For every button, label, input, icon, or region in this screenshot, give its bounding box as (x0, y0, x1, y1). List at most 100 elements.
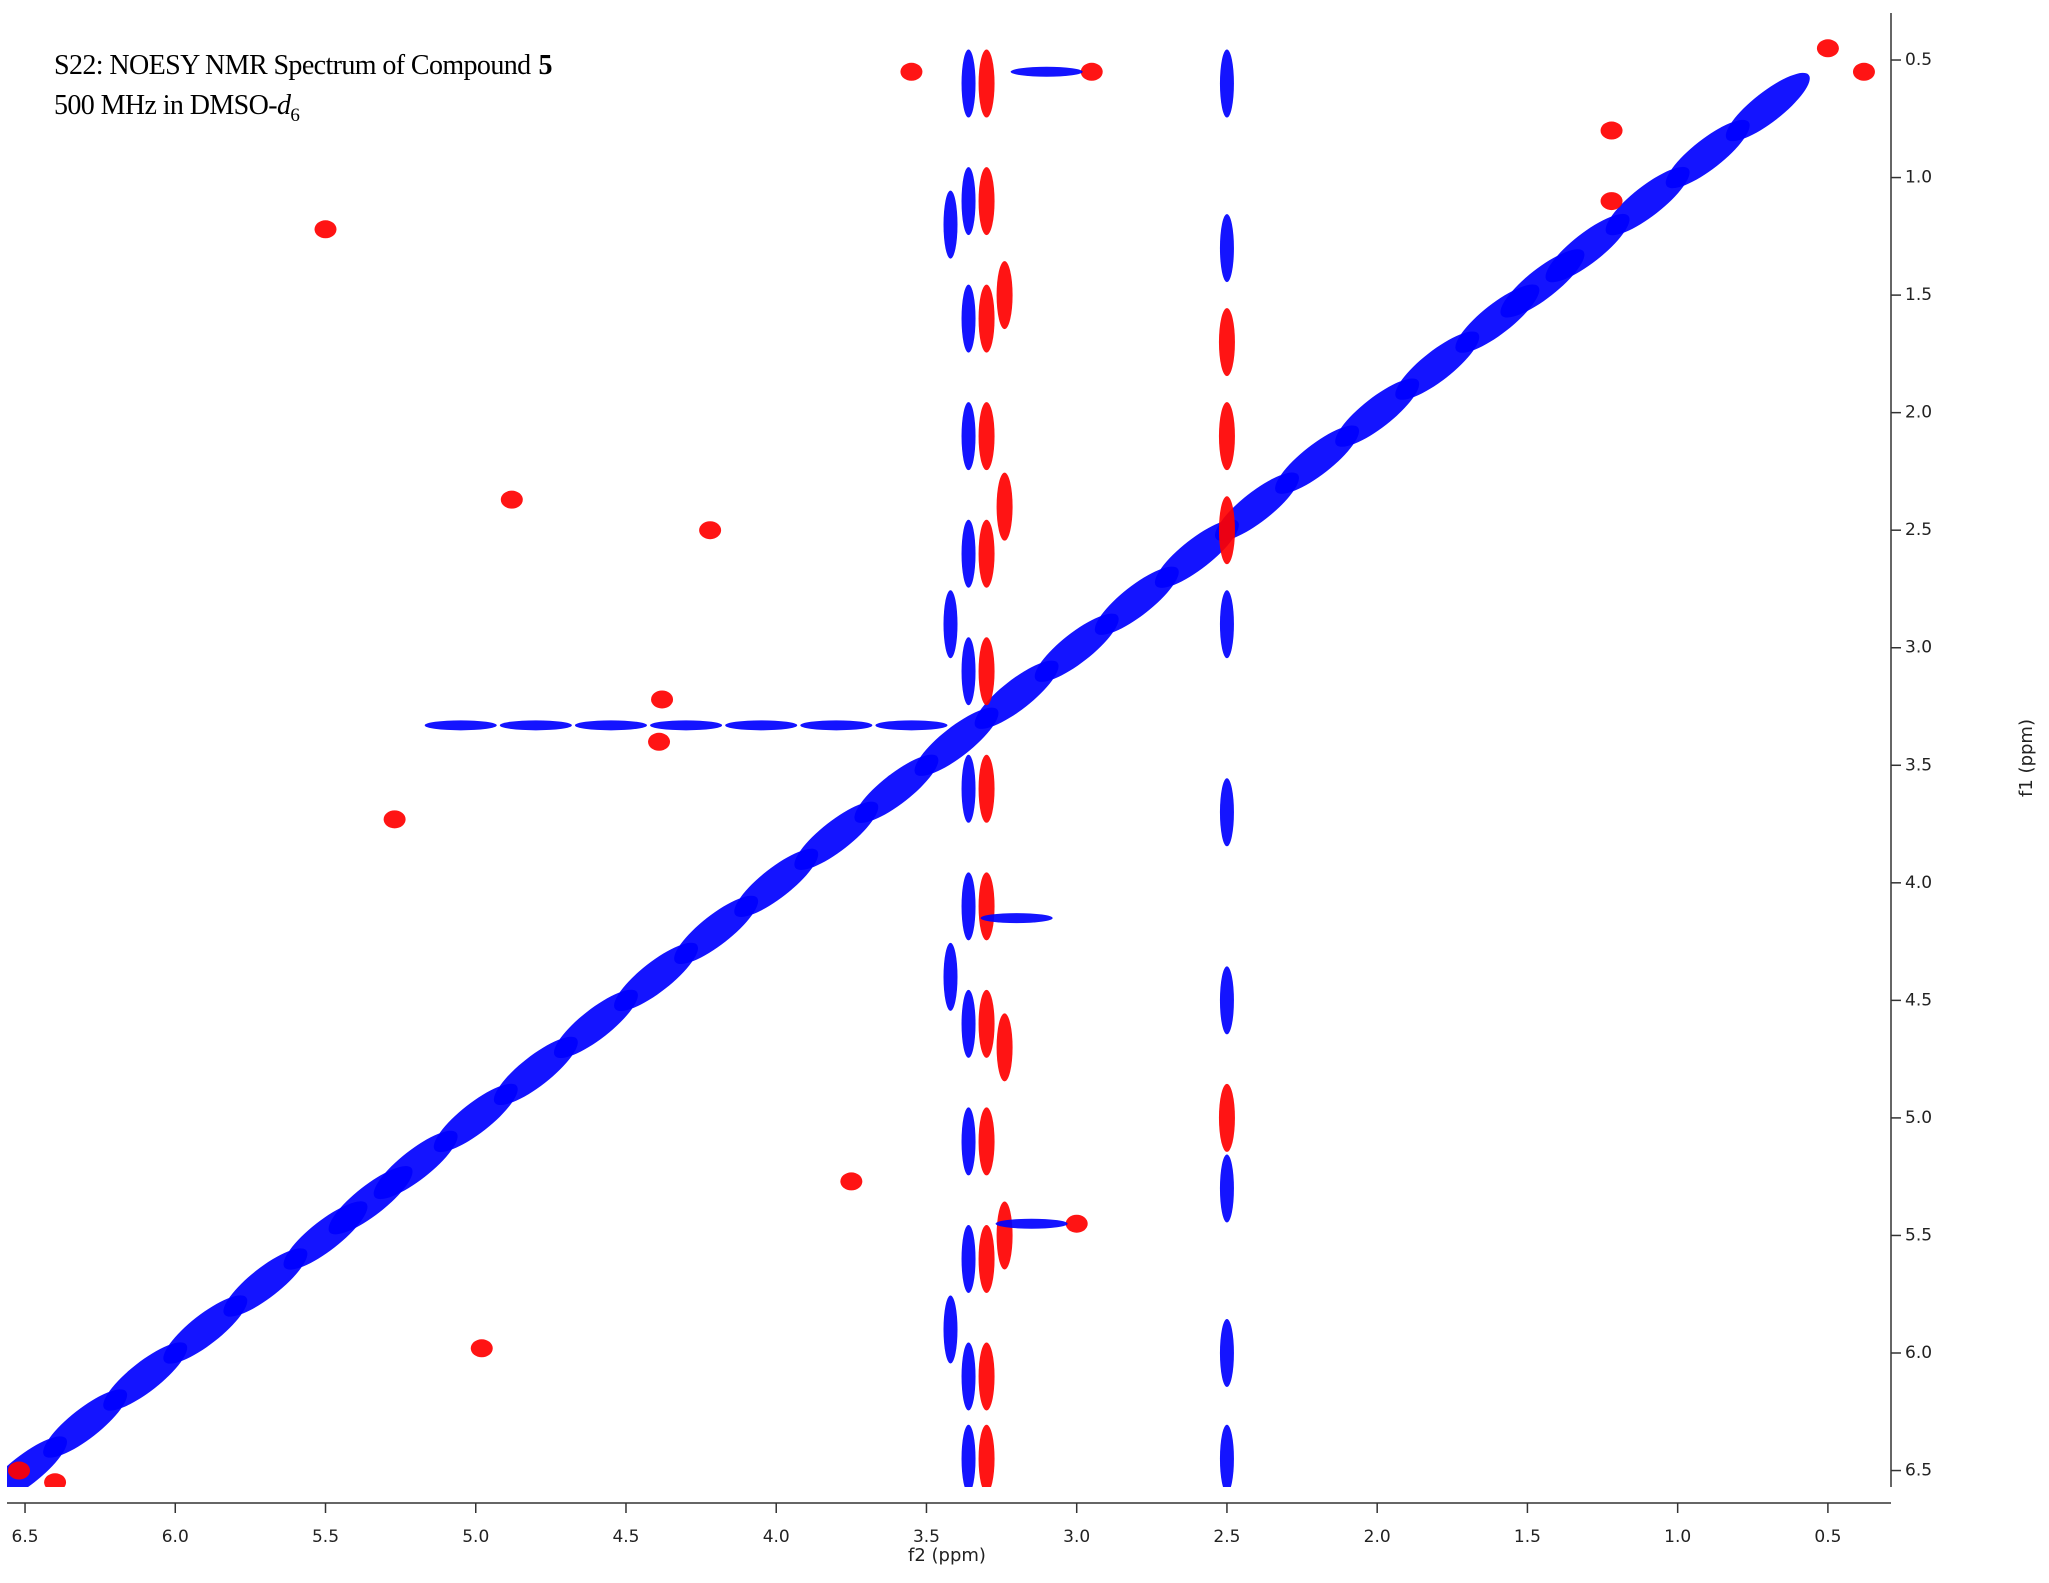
y-tick-label: 3.5 (1905, 755, 1932, 775)
peak (500, 490, 523, 509)
peak (961, 989, 976, 1058)
peak (1725, 72, 1810, 142)
compound-number: 5 (539, 50, 552, 81)
peak (8, 1461, 31, 1480)
peak (1600, 121, 1623, 140)
peak (961, 1424, 976, 1487)
peak (1219, 214, 1234, 283)
peak (980, 913, 1053, 924)
peak (840, 1172, 863, 1191)
y-tick-label: 4.5 (1905, 990, 1932, 1010)
x-tick-label: 1.5 (1514, 1527, 1541, 1547)
peak (978, 1424, 995, 1487)
x-tick-label: 4.5 (612, 1527, 639, 1547)
peak (651, 690, 674, 709)
peak (1852, 62, 1875, 81)
peak (978, 637, 995, 706)
peak (978, 167, 995, 236)
x-tick-label: 1.0 (1664, 1527, 1691, 1547)
peak (961, 402, 976, 471)
y-axis-label: f1 (ppm) (2016, 719, 2037, 797)
y-tick-label: 6.5 (1905, 1461, 1932, 1481)
x-axis-label: f2 (ppm) (908, 1545, 986, 1566)
peak (978, 1342, 995, 1411)
chart-subtitle: 500 MHz in DMSO-d6 (54, 90, 299, 126)
axes: 6.5 6.0 5.5 5.0 4.5 4.0 3.5 3.0 2.5 2.0 1.5 1.0 0.5 0… (7, 13, 1932, 1547)
peak (699, 521, 722, 540)
peak (961, 1342, 976, 1411)
y-tick-label: 2.5 (1905, 520, 1932, 540)
peak (961, 49, 976, 118)
peak (574, 720, 647, 731)
y-tick-label: 5.0 (1905, 1108, 1932, 1128)
x-tick-label: 4.0 (763, 1527, 790, 1547)
peak (875, 720, 948, 731)
peak (424, 720, 497, 731)
peak (978, 872, 995, 941)
y-tick-label: 0.5 (1905, 50, 1932, 70)
peak (1218, 308, 1235, 377)
subtitle-text: 500 MHz in DMSO- (54, 90, 277, 121)
peak (978, 754, 995, 823)
peak (961, 754, 976, 823)
peak (961, 284, 976, 353)
title-text: S22: NOESY NMR Spectrum of Compound (54, 50, 531, 81)
x-tick-label: 3.0 (1063, 1527, 1090, 1547)
peak (996, 261, 1013, 330)
chart-title: S22: NOESY NMR Spectrum of Compound 5 (54, 50, 552, 81)
peak (978, 519, 995, 588)
peak (1600, 192, 1623, 211)
peak (1010, 66, 1083, 77)
solvent-subscript: 6 (290, 105, 299, 126)
peak (961, 1224, 976, 1293)
peak (943, 942, 958, 1011)
x-tick-label: 0.5 (1814, 1527, 1841, 1547)
peak (1080, 62, 1103, 81)
peak (978, 1107, 995, 1176)
peak (499, 720, 572, 731)
peak (961, 637, 976, 706)
peak (978, 402, 995, 471)
y-tick-label: 1.0 (1905, 168, 1932, 188)
x-tick-label: 5.0 (462, 1527, 489, 1547)
peak (383, 810, 406, 829)
peak (650, 720, 723, 731)
peak (943, 1295, 958, 1364)
x-tick-label: 5.5 (312, 1527, 339, 1547)
peak (978, 284, 995, 353)
peak (996, 472, 1013, 541)
peak (725, 720, 798, 731)
peak (1219, 1424, 1234, 1487)
y-tick-label: 2.0 (1905, 403, 1932, 423)
peak (961, 167, 976, 236)
x-tick-label: 6.0 (162, 1527, 189, 1547)
y-tick-label: 6.0 (1905, 1343, 1932, 1363)
peak (1219, 1319, 1234, 1387)
peak (1219, 590, 1234, 659)
x-tick-label: 3.5 (913, 1527, 940, 1547)
y-tick-label: 4.0 (1905, 873, 1932, 893)
peak (800, 720, 873, 731)
peak (1219, 1154, 1234, 1223)
peak (978, 49, 995, 118)
x-tick-label: 2.0 (1364, 1527, 1391, 1547)
peak (1218, 496, 1235, 565)
peak (900, 62, 923, 81)
peak (943, 190, 958, 259)
peak (1218, 402, 1235, 471)
peak (1219, 49, 1234, 118)
peak (996, 1201, 1013, 1270)
x-tick-label: 6.5 (12, 1527, 39, 1547)
y-tick-label: 3.0 (1905, 638, 1932, 658)
peak (961, 872, 976, 941)
peak (1065, 1214, 1088, 1233)
peak (978, 1224, 995, 1293)
peak (1816, 39, 1839, 58)
peak (995, 1218, 1068, 1229)
peak (44, 1473, 67, 1487)
peak (648, 732, 671, 751)
peak (996, 1013, 1013, 1082)
peak (1219, 966, 1234, 1035)
peak (1219, 778, 1234, 847)
